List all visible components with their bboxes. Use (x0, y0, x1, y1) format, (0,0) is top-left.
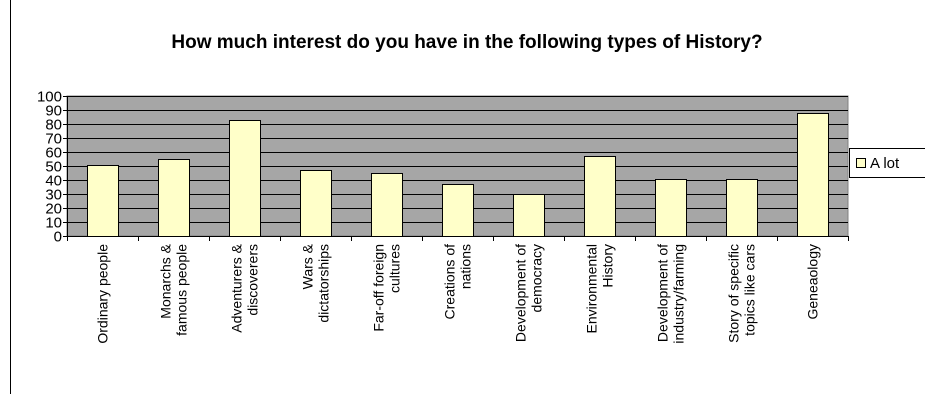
x-category-label: Monarchs & (158, 243, 174, 318)
y-tick-label: 10 (45, 215, 62, 232)
x-category-label: Development of (655, 244, 671, 342)
x-category-label: nations (458, 244, 474, 289)
y-tick-label: 50 (45, 159, 62, 176)
x-category-label: industry/farming (671, 244, 687, 344)
y-tick-label: 20 (45, 201, 62, 218)
bar (229, 120, 261, 237)
y-tick-label: 60 (45, 145, 62, 162)
legend-label: A lot (870, 155, 900, 172)
x-category-label: History (600, 244, 616, 288)
x-category-label: democracy (529, 244, 545, 312)
x-category-label: Geneaology (805, 244, 821, 320)
bar (442, 184, 474, 237)
bar (158, 159, 190, 237)
x-category-label: Far-off foreign (371, 244, 387, 332)
x-category-label: Story of specific (726, 244, 742, 343)
x-category-label: Creations of (442, 244, 458, 320)
bar (726, 179, 758, 237)
x-category-label: Ordinary people (95, 244, 111, 344)
bar (584, 156, 616, 237)
x-category-label: famous people (174, 244, 190, 336)
y-tick-label: 90 (45, 103, 62, 120)
x-category-label: Environmental (584, 244, 600, 334)
bar (371, 173, 403, 237)
x-category-label: cultures (387, 244, 403, 293)
bar (300, 170, 332, 237)
x-category-label: dictatorships (316, 244, 332, 323)
bar (87, 165, 119, 237)
y-tick-label: 30 (45, 187, 62, 204)
y-tick-label: 80 (45, 117, 62, 134)
y-tick-label: 40 (45, 173, 62, 190)
legend: A lot (849, 148, 925, 178)
x-category-label: Wars & (300, 243, 316, 289)
y-tick-label: 100 (37, 89, 62, 106)
y-tick-label: 0 (54, 229, 62, 246)
bar (513, 194, 545, 237)
x-category-label: topics like cars (742, 244, 758, 336)
chart-title: How much interest do you have in the fol… (171, 32, 762, 53)
x-category-label: Development of (513, 244, 529, 342)
bar (655, 179, 687, 237)
x-category-label: discoverers (245, 244, 261, 316)
x-category-label: Adventurers & (229, 243, 245, 332)
y-tick-label: 70 (45, 131, 62, 148)
legend-swatch (856, 158, 866, 168)
bar (797, 113, 829, 237)
